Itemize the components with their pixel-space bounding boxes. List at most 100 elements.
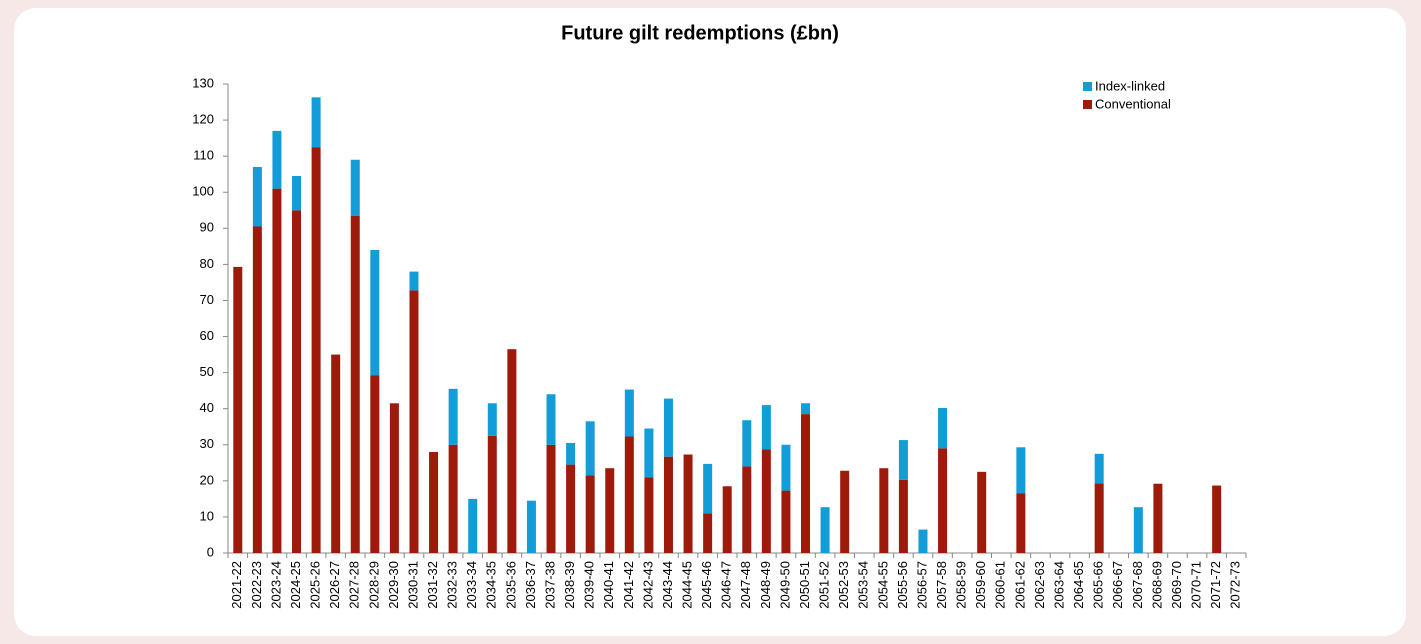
- bar-segment: [938, 407, 948, 449]
- x-tick-label: 2038-39: [562, 561, 577, 609]
- x-tick-label: 2039-40: [582, 561, 597, 609]
- bar-segment: [722, 486, 732, 553]
- x-tick-label: 2063-64: [1051, 561, 1066, 609]
- bar-segment: [331, 354, 341, 553]
- bar-segment: [1212, 485, 1222, 553]
- x-tick-label: 2042-43: [640, 561, 655, 609]
- x-tick-label: 2040-41: [601, 561, 616, 609]
- bar-segment: [292, 210, 302, 553]
- bar-segment: [781, 444, 791, 491]
- bar-segment: [898, 440, 908, 480]
- x-tick-label: 2066-67: [1110, 561, 1125, 609]
- bar-segment: [487, 435, 497, 553]
- x-tick-label: 2050-51: [797, 561, 812, 609]
- x-tick-label: 2054-55: [875, 561, 890, 609]
- legend-swatch: [1083, 82, 1092, 91]
- bar-segment: [683, 454, 693, 553]
- x-tick-label: 2052-53: [836, 561, 851, 609]
- x-tick-label: 2024-25: [288, 561, 303, 609]
- x-tick-label: 2048-49: [758, 561, 773, 609]
- bar-segment: [663, 398, 673, 457]
- bar-segment: [272, 188, 282, 553]
- bar-segment: [644, 477, 654, 553]
- x-tick-label: 2036-37: [523, 561, 538, 609]
- x-tick-label: 2046-47: [719, 561, 734, 609]
- y-tick-label: 80: [200, 256, 214, 271]
- x-tick-label: 2033-34: [464, 561, 479, 609]
- x-tick-label: 2057-58: [934, 561, 949, 609]
- x-tick-label: 2029-30: [386, 561, 401, 609]
- bar-segment: [624, 389, 634, 437]
- x-tick-label: 2030-31: [405, 561, 420, 609]
- bar-segment: [370, 249, 380, 376]
- bar-segment: [898, 479, 908, 553]
- x-tick-label: 2055-56: [895, 561, 910, 609]
- bar-segment: [781, 490, 791, 553]
- y-tick-label: 90: [200, 220, 214, 235]
- x-tick-label: 2047-48: [738, 561, 753, 609]
- x-tick-label: 2058-59: [954, 561, 969, 609]
- y-tick-label: 30: [200, 436, 214, 451]
- y-tick-label: 120: [192, 112, 214, 127]
- bar-segment: [409, 271, 419, 291]
- x-tick-label: 2060-61: [993, 561, 1008, 609]
- bar-segment: [311, 97, 321, 148]
- bar-segment: [1153, 483, 1163, 553]
- y-tick-label: 50: [200, 364, 214, 379]
- bar-segment: [566, 464, 576, 553]
- bar-segment: [429, 451, 439, 553]
- legend-label: Conventional: [1095, 96, 1171, 111]
- y-tick-label: 60: [200, 328, 214, 343]
- x-tick-label: 2070-71: [1188, 561, 1203, 609]
- x-tick-label: 2069-70: [1169, 561, 1184, 609]
- x-tick-label: 2062-63: [1032, 561, 1047, 609]
- bar-segment: [742, 466, 752, 553]
- bar-segment: [761, 405, 771, 450]
- x-tick-label: 2025-26: [308, 561, 323, 609]
- bar-segment: [585, 475, 595, 553]
- x-tick-label: 2064-65: [1071, 561, 1086, 609]
- x-tick-label: 2059-60: [973, 561, 988, 609]
- bar-segment: [292, 175, 302, 211]
- bar-segment: [252, 226, 262, 553]
- bar-segment: [624, 436, 634, 553]
- bar-segment: [605, 468, 615, 553]
- bar-segment: [703, 513, 713, 553]
- bar-segment: [938, 448, 948, 553]
- bar-segment: [507, 349, 517, 553]
- y-tick-label: 20: [200, 472, 214, 487]
- x-tick-label: 2056-57: [914, 561, 929, 609]
- bar-segment: [977, 471, 987, 553]
- legend-swatch: [1083, 100, 1092, 109]
- y-tick-label: 100: [192, 184, 214, 199]
- bar-segment: [1016, 447, 1026, 494]
- bar-segment: [1016, 493, 1026, 553]
- x-tick-label: 2021-22: [229, 561, 244, 609]
- bar-segment: [350, 159, 360, 216]
- x-tick-label: 2031-32: [425, 561, 440, 609]
- y-tick-label: 130: [192, 75, 214, 90]
- x-tick-label: 2072-73: [1228, 561, 1243, 609]
- bar-segment: [448, 388, 458, 445]
- bar-segment: [526, 500, 536, 553]
- bar-segment: [663, 456, 673, 553]
- bar-segment: [487, 403, 497, 436]
- bar-segment: [311, 147, 321, 553]
- bar-segment: [918, 529, 928, 553]
- y-tick-label: 70: [200, 292, 214, 307]
- x-tick-label: 2043-44: [660, 561, 675, 609]
- x-tick-label: 2028-29: [366, 561, 381, 609]
- bar-segment: [585, 421, 595, 476]
- x-tick-label: 2068-69: [1149, 561, 1164, 609]
- x-tick-label: 2022-23: [249, 561, 264, 609]
- bar-segment: [566, 442, 576, 465]
- bar-segment: [703, 463, 713, 514]
- bar-segment: [761, 449, 771, 553]
- bar-segment: [801, 414, 811, 553]
- y-tick-label: 40: [200, 400, 214, 415]
- y-tick-label: 0: [207, 544, 214, 559]
- bar-segment: [468, 498, 478, 553]
- x-tick-label: 2041-42: [621, 561, 636, 609]
